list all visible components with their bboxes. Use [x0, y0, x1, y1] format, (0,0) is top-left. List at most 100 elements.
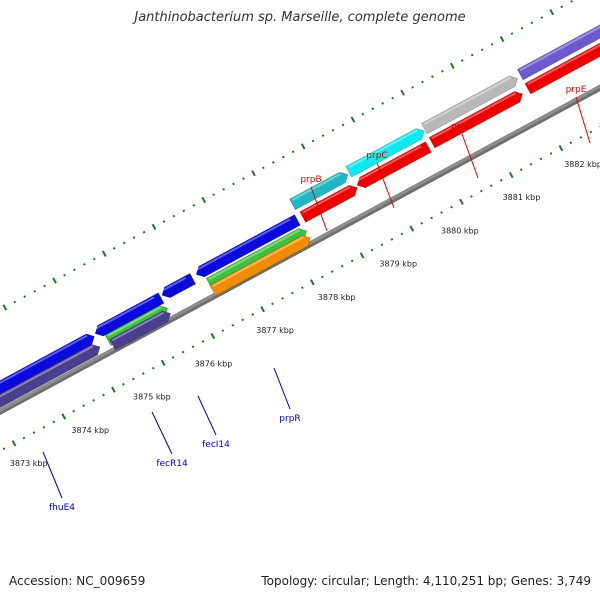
outer-tick	[142, 230, 146, 234]
outer-tick	[350, 116, 356, 123]
outer-tick	[13, 300, 17, 304]
gene-arrow	[161, 272, 197, 299]
outer-tick	[321, 134, 325, 137]
outer-tick	[300, 143, 306, 150]
gene-label-prpE: prpE	[566, 85, 587, 95]
outer-tick	[400, 89, 405, 96]
kbp-label: 3878 kbp	[318, 293, 356, 302]
kbp-labels: 3873 kbp 3874 kbp 3875 kbp 3876 kbp 3877 kbp…	[10, 160, 600, 468]
inner-tick	[450, 205, 453, 209]
outer-tick	[212, 193, 216, 197]
outer-tick	[83, 263, 86, 266]
inner-tick	[508, 171, 514, 179]
gene-arrow	[356, 141, 432, 189]
inner-tick	[11, 440, 17, 447]
gene-label-leader	[575, 96, 591, 144]
outer-tick	[361, 112, 365, 116]
outer-tick	[450, 62, 455, 69]
inner-tick	[111, 386, 116, 393]
inner-tick	[340, 264, 344, 268]
inner-tick	[151, 366, 155, 370]
gene-arrow-prpB-highlight	[291, 172, 342, 201]
inner-tick	[210, 332, 216, 340]
inner-tick	[221, 329, 225, 332]
gene-arrow-prpE-highlight	[519, 25, 600, 72]
outer-tick	[460, 59, 464, 62]
outer-tick	[480, 48, 484, 52]
outer-tick	[192, 204, 196, 207]
outer-tick	[101, 250, 107, 257]
outer-tick	[232, 182, 235, 186]
outer-tick	[411, 85, 414, 89]
inner-tick	[519, 168, 523, 171]
outer-tick	[311, 139, 315, 143]
inner-tick	[390, 238, 394, 241]
gene-arrow-highlight	[195, 218, 291, 271]
inner-tick	[32, 431, 36, 434]
outer-tick	[162, 220, 166, 223]
outer-tick	[92, 257, 96, 261]
gene-arrow-highlight	[431, 92, 516, 140]
inner-tick	[251, 313, 255, 316]
outer-tick	[470, 53, 474, 57]
inner-tick	[52, 420, 56, 424]
inner-tick	[131, 377, 135, 381]
inner-tick	[579, 136, 583, 139]
outer-tick	[122, 241, 126, 245]
gene-arrow-prpE	[516, 24, 600, 81]
inner-tick	[569, 141, 573, 145]
outer-tick	[242, 177, 245, 180]
kbp-label: 3877 kbp	[256, 326, 294, 335]
outer-tick	[132, 236, 136, 239]
inner-tick	[359, 252, 365, 259]
gene-label-fecI14: fecI14	[202, 440, 230, 450]
kbp-label: 3875 kbp	[133, 393, 171, 402]
inner-tick	[231, 323, 235, 327]
outer-tick	[549, 9, 555, 16]
gene-arrow-prpB	[289, 171, 349, 211]
gene-arrow	[299, 184, 358, 223]
inner-tick	[42, 425, 46, 429]
gene-label-prpD: prpD	[451, 122, 473, 132]
gene-arrow-highlight	[527, 44, 600, 86]
outer-tick	[291, 150, 295, 154]
outer-tick-track	[2, 0, 573, 311]
kbp-label: 3881 kbp	[503, 193, 541, 202]
outer-tick	[490, 43, 494, 46]
inner-tick	[22, 436, 26, 440]
inner-tick	[480, 189, 483, 193]
gene-arrow	[109, 310, 171, 351]
gene-arrow-prpC-highlight	[348, 129, 418, 169]
inner-tick	[380, 243, 384, 247]
inner-tick	[72, 409, 76, 413]
inner-tick	[2, 447, 6, 451]
gene-label-leader	[310, 186, 328, 232]
gene-features	[0, 24, 600, 409]
outer-tick	[421, 80, 424, 84]
outer-tick	[222, 187, 225, 191]
gene-label-fhuE4: fhuE4	[49, 503, 75, 513]
inner-tick	[549, 152, 553, 155]
gene-arrow-highlight	[111, 311, 164, 342]
inner-tick	[470, 195, 473, 198]
genome-backbone	[0, 84, 600, 416]
gene-label-prpR: prpR	[279, 414, 300, 424]
inner-tick	[370, 248, 374, 252]
inner-tick-track	[2, 125, 600, 451]
outer-tick	[431, 75, 434, 78]
gene-arrow	[209, 235, 311, 297]
outer-tick	[172, 214, 176, 218]
inner-tick	[301, 286, 304, 290]
inner-tick	[201, 340, 205, 343]
outer-tick	[2, 304, 8, 311]
outer-tick	[341, 123, 345, 127]
gene-arrow-highlight	[208, 229, 300, 280]
gene-arrow	[524, 42, 600, 95]
outer-tick	[73, 268, 76, 272]
inner-tick	[350, 259, 354, 263]
outer-tick	[540, 16, 544, 19]
gene-label-leader	[151, 411, 173, 455]
outer-tick	[182, 209, 186, 213]
kbp-label: 3880 kbp	[441, 226, 479, 235]
